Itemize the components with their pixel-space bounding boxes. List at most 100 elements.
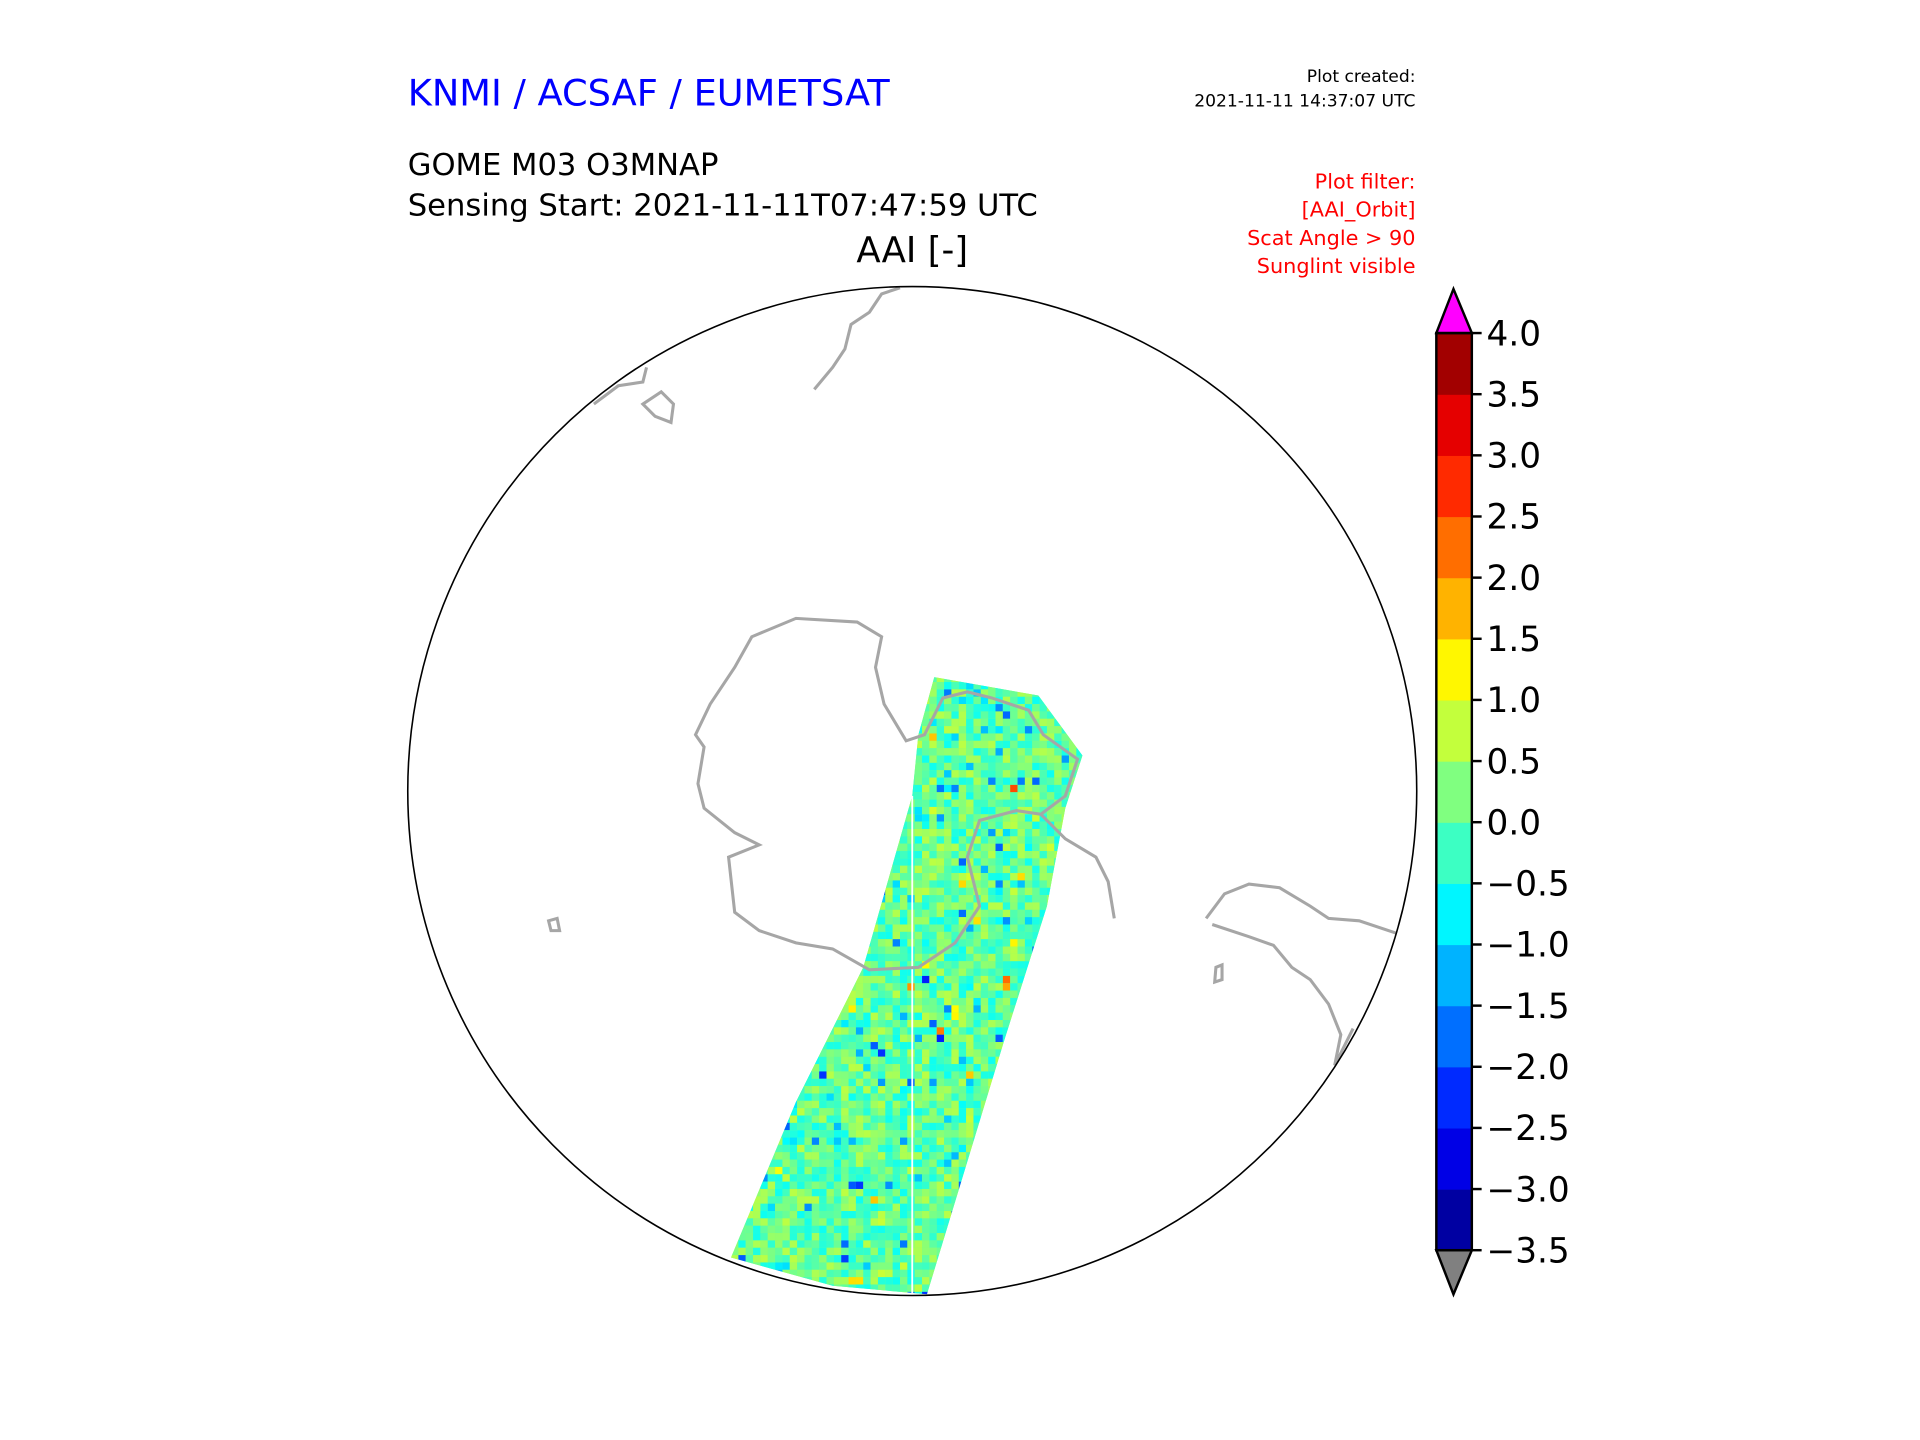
aai-pixel [745,1277,754,1285]
aai-pixel [716,1101,723,1108]
aai-pixel [1010,953,1018,962]
aai-pixel [767,1225,776,1234]
aai-pixel [724,1116,731,1123]
aai-pixel [900,748,908,756]
aai-pixel [804,1255,812,1263]
aai-pixel [775,1299,782,1306]
aai-pixel [826,755,834,763]
aai-pixel [1032,1130,1040,1138]
aai-pixel [951,1299,958,1306]
aai-pixel [841,1203,849,1212]
aai-pixel [892,887,900,896]
aai-pixel [907,1034,915,1043]
aai-pixel [782,1225,790,1234]
aai-pixel [966,1284,974,1292]
aai-pixel [841,1064,849,1072]
aai-pixel [1084,873,1091,880]
aai-pixel [1084,1035,1091,1042]
aai-pixel [782,1196,790,1204]
aai-pixel [1046,946,1055,954]
aai-pixel [716,1042,723,1049]
aai-pixel [988,983,996,991]
aai-pixel [767,1262,776,1270]
aai-pixel [929,748,937,756]
aai-pixel [841,1233,849,1241]
aai-pixel [1054,1196,1062,1204]
aai-pixel [1091,1299,1098,1306]
aai-pixel [966,1086,974,1094]
aai-pixel [1076,726,1083,734]
aai-pixel [738,968,746,976]
aai-pixel [944,1299,951,1306]
aai-pixel [922,1115,930,1123]
aai-pixel [966,682,974,690]
aai-pixel [760,880,768,888]
aai-pixel [988,895,996,903]
aai-pixel [1017,748,1025,756]
aai-pixel [1076,1108,1083,1116]
aai-pixel [1010,895,1018,903]
aai-pixel [1032,1299,1039,1306]
aai-pixel [863,873,871,881]
aai-pixel [731,1291,739,1295]
aai-pixel [731,1034,739,1043]
aai-pixel [841,1020,849,1028]
aai-pixel [775,858,783,866]
aai-pixel [738,1152,746,1160]
aai-pixel [980,953,989,962]
aai-pixel [1032,902,1040,910]
aai-pixel [1061,1284,1069,1292]
aai-pixel [1039,990,1047,998]
aai-pixel [1084,917,1091,924]
aai-pixel [885,880,893,888]
aai-pixel [797,1137,805,1145]
aai-pixel [966,895,974,903]
aai-pixel [863,961,871,969]
aai-pixel [1032,828,1040,837]
aai-pixel [1091,741,1098,748]
aai-pixel [1054,939,1062,947]
aai-pixel [804,1211,812,1219]
aai-pixel [870,1064,878,1072]
aai-pixel [804,1181,812,1189]
aai-pixel [848,1166,856,1175]
aai-pixel [841,961,849,969]
aai-pixel [900,953,908,962]
aai-pixel [811,1269,820,1278]
aai-pixel [745,806,754,815]
aai-pixel [1084,1167,1091,1174]
aai-pixel [951,718,959,727]
aai-pixel [1017,1159,1025,1167]
aai-pixel [980,784,989,793]
aai-pixel [1039,740,1047,749]
aai-pixel [1061,677,1069,683]
aai-pixel [745,1284,754,1292]
aai-pixel [907,1218,915,1226]
aai-pixel [841,931,849,940]
aai-pixel [1002,748,1011,756]
aai-pixel [767,953,776,962]
aai-pixel [848,806,856,815]
aai-pixel [804,740,812,749]
aai-pixel [789,770,798,778]
aai-pixel [789,1152,798,1160]
aai-pixel [944,1093,952,1101]
aai-pixel [1091,910,1098,917]
aai-pixel [819,1071,827,1079]
aai-pixel [944,755,952,763]
aai-pixel [716,807,723,814]
aai-pixel [936,748,945,756]
aai-pixel [760,696,768,705]
aai-pixel [995,1255,1003,1263]
aai-pixel [1061,939,1069,947]
aai-pixel [767,1042,776,1050]
aai-pixel [877,887,886,896]
aai-pixel [1017,1233,1025,1241]
aai-pixel [973,931,981,940]
aai-pixel [1091,1174,1098,1181]
aai-pixel [966,799,974,807]
aai-pixel [1017,1086,1025,1094]
aai-pixel [1039,1166,1047,1175]
aai-pixel [988,851,996,859]
aai-pixel [833,689,842,697]
